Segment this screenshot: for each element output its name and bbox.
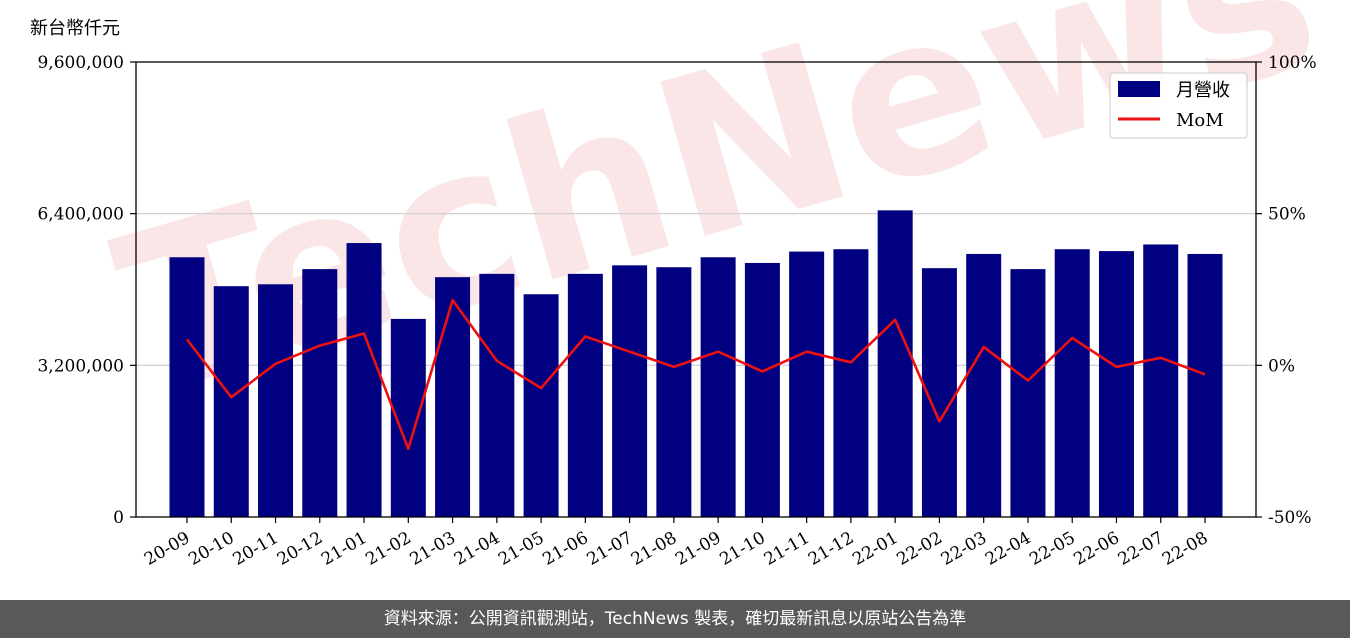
bar-22-04 — [1010, 269, 1046, 517]
left-tick-label: 3,200,000 — [37, 356, 124, 376]
right-tick-label: 100% — [1268, 53, 1317, 73]
x-tick-label: 22-05 — [1026, 528, 1078, 570]
bar-22-08 — [1187, 253, 1223, 517]
x-tick-label: 21-02 — [362, 528, 414, 570]
legend: 月營收 MoM — [1109, 72, 1248, 139]
mom-line — [185, 298, 1206, 451]
x-tick-label: 22-06 — [1071, 528, 1123, 570]
x-tick-label: 21-03 — [407, 528, 459, 570]
bar-22-03 — [966, 253, 1002, 517]
x-tick-label: 20-11 — [230, 528, 282, 570]
x-tick-label: 22-08 — [1159, 528, 1211, 570]
x-tick-label: 20-10 — [185, 528, 237, 570]
legend-swatch-bar — [1118, 81, 1160, 97]
bar-20-12 — [302, 269, 338, 517]
x-tick-label: 21-06 — [539, 528, 591, 570]
x-tick-label: 21-01 — [318, 528, 370, 570]
bar-21-09 — [700, 257, 736, 517]
bar-21-06 — [567, 273, 603, 517]
bar-21-04 — [479, 273, 515, 517]
bar-21-11 — [789, 251, 825, 518]
bar-20-09 — [169, 257, 205, 517]
bar-21-12 — [833, 249, 869, 517]
x-tick-label: 21-10 — [716, 528, 768, 570]
x-tick-label: 22-03 — [938, 528, 990, 570]
mom-line-series — [185, 298, 1206, 451]
bar-21-08 — [656, 267, 692, 517]
x-axis: 20-0920-1020-1120-1221-0121-0221-0321-04… — [141, 517, 1212, 570]
y-axis-unit-label: 新台幣仟元 — [30, 18, 120, 39]
bar-20-11 — [258, 284, 294, 517]
source-footer: 資料來源：公開資訊觀測站，TechNews 製表，確切最新訊息以原站公告為準 — [0, 600, 1350, 638]
x-tick-label: 20-12 — [274, 528, 326, 570]
bar-21-10 — [744, 262, 780, 517]
bar-22-01 — [877, 210, 913, 518]
x-tick-label: 21-05 — [495, 528, 547, 570]
bar-22-06 — [1098, 251, 1134, 517]
bar-21-01 — [346, 243, 382, 518]
bar-20-10 — [213, 286, 249, 517]
bar-21-05 — [523, 294, 559, 517]
left-y-axis: 0 3,200,000 6,400,000 9,600,000 — [37, 53, 136, 528]
plot-frame — [135, 61, 1257, 518]
x-tick-label: 21-04 — [451, 528, 503, 570]
bar-21-07 — [612, 265, 648, 517]
bar-series — [169, 210, 1223, 518]
right-tick-label: 50% — [1268, 205, 1306, 225]
bar-22-07 — [1143, 244, 1179, 518]
x-tick-label: 22-01 — [849, 528, 901, 570]
x-tick-label: 20-09 — [141, 528, 193, 570]
bar-22-05 — [1054, 249, 1090, 517]
right-tick-label: -50% — [1268, 508, 1312, 528]
left-tick-label: 6,400,000 — [37, 205, 124, 225]
left-tick-label: 9,600,000 — [37, 53, 124, 73]
x-tick-label: 22-07 — [1115, 528, 1167, 570]
x-tick-label: 22-04 — [982, 528, 1034, 570]
right-y-axis: -50% 0% 50% 100% — [1256, 53, 1317, 528]
right-tick-label: 0% — [1268, 356, 1295, 376]
bar-21-03 — [435, 277, 471, 517]
x-tick-label: 21-07 — [584, 528, 636, 570]
x-tick-label: 21-08 — [628, 528, 680, 570]
left-tick-label: 0 — [113, 508, 124, 528]
x-tick-label: 21-11 — [761, 528, 813, 570]
x-tick-label: 21-09 — [672, 528, 724, 570]
x-tick-label: 21-12 — [805, 528, 857, 570]
x-tick-label: 22-02 — [893, 528, 945, 570]
legend-label-bar: 月營收 — [1176, 80, 1230, 101]
legend-label-line: MoM — [1176, 110, 1224, 131]
